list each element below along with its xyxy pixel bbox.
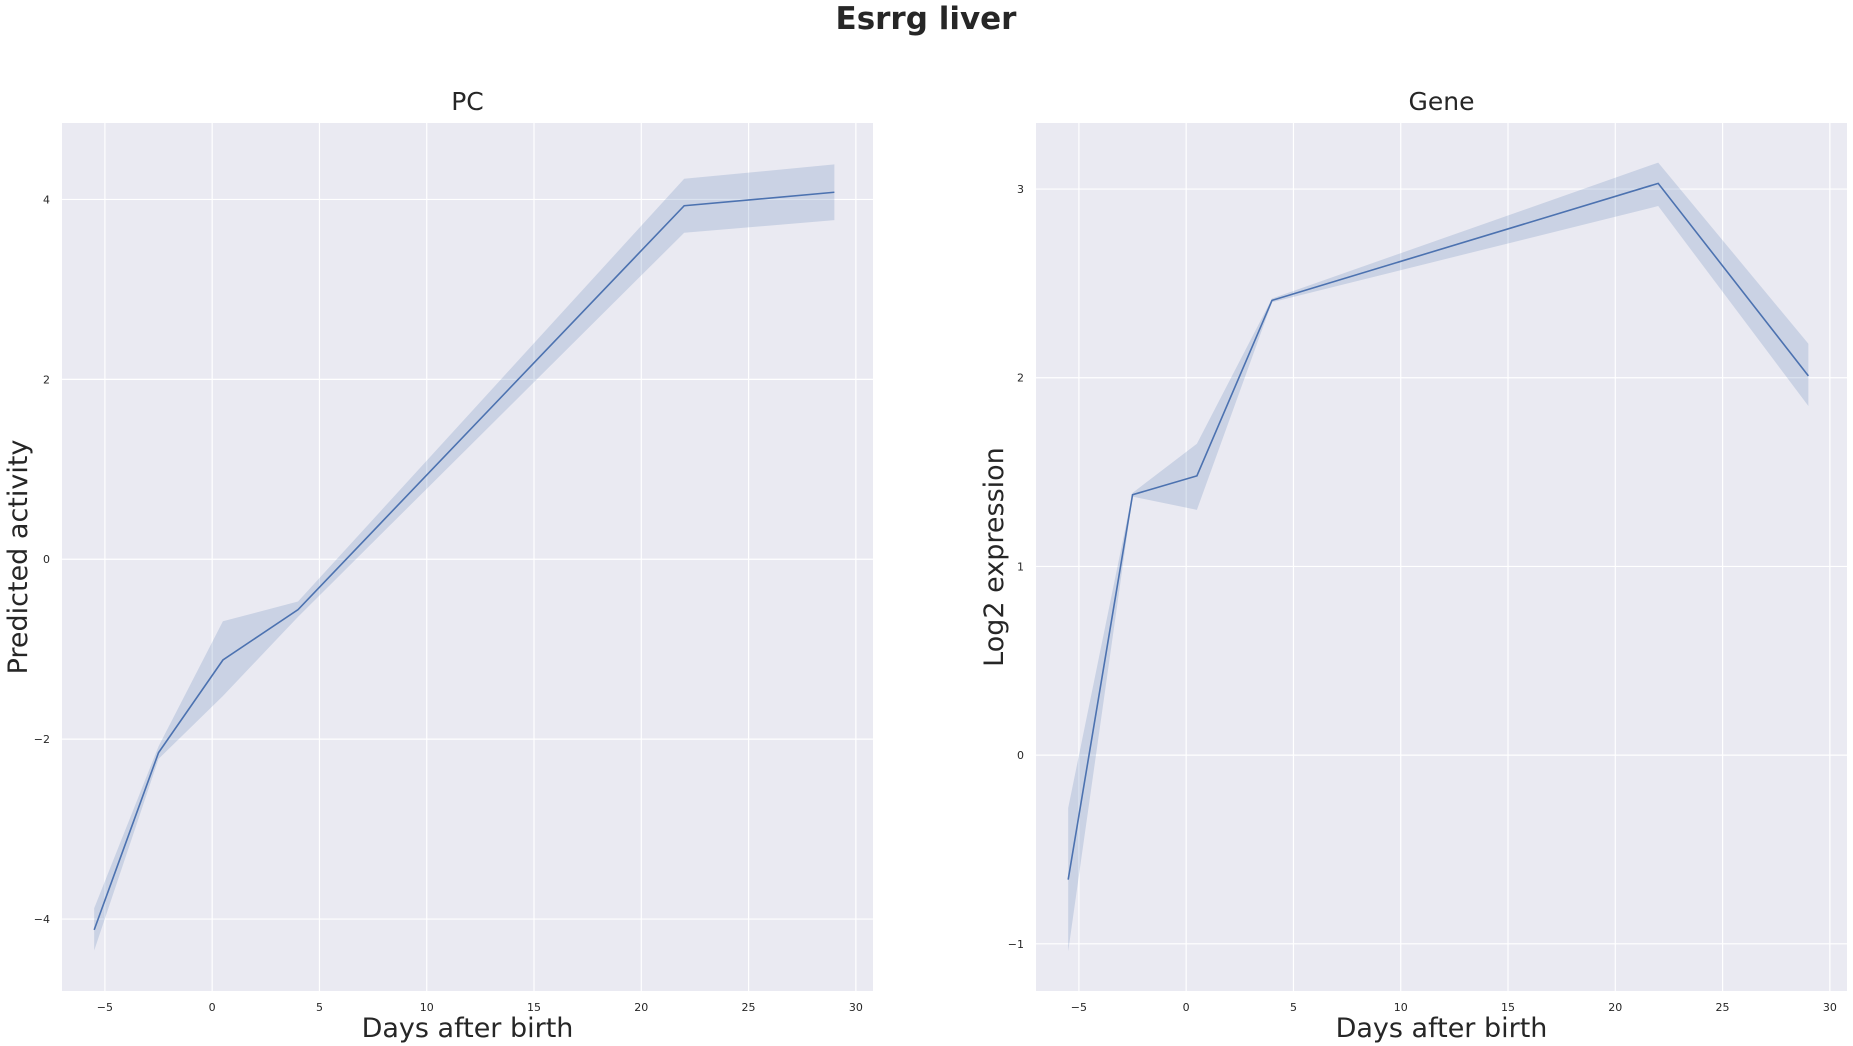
- y-tick-label: 0: [43, 553, 50, 566]
- y-tick-label: 0: [1017, 749, 1024, 762]
- data-point: [832, 190, 836, 194]
- x-tick-label: 10: [420, 1001, 434, 1014]
- y-tick-label: 2: [43, 373, 50, 386]
- data-point: [92, 928, 96, 932]
- figure-title: Esrrg liver: [836, 1, 1018, 37]
- chart-panel-gene: −5 0 5 10 15 20 25 30 −1 0 1 2 3 Gene Days after birth…: [979, 87, 1847, 1044]
- x-tick-label: 25: [742, 1001, 756, 1014]
- x-tick-label: 30: [849, 1001, 863, 1014]
- series-line: [1067, 182, 1810, 880]
- panel-title: Gene: [1409, 87, 1475, 116]
- x-tick-label: 0: [209, 1001, 216, 1014]
- y-tick-label: 3: [1017, 183, 1024, 196]
- x-axis-label: Days after birth: [362, 1013, 574, 1044]
- x-tick-label: 30: [1823, 1001, 1837, 1014]
- data-point: [1806, 374, 1810, 378]
- data-point: [1066, 878, 1070, 882]
- plot-area: [62, 123, 873, 991]
- chart-panel-pc: −5 0 5 10 15 20 25 30 −4 −2 0 2 4 PC Days after birth P…: [3, 87, 873, 1044]
- y-tick-label: −1: [1008, 938, 1024, 951]
- y-axis-label: Predicted activity: [3, 440, 34, 675]
- y-tick-label: −2: [34, 733, 50, 746]
- x-tick-label: 0: [1183, 1001, 1190, 1014]
- data-point: [682, 204, 686, 208]
- x-tick-label: −5: [97, 1001, 113, 1014]
- x-tick-label: 5: [1290, 1001, 1297, 1014]
- data-point: [1270, 298, 1274, 302]
- x-tick-label: −5: [1071, 1001, 1087, 1014]
- x-tick-label: 20: [634, 1001, 648, 1014]
- data-point: [1656, 181, 1660, 185]
- x-axis-label: Days after birth: [1336, 1013, 1548, 1044]
- x-tick-label: 15: [1501, 1001, 1515, 1014]
- y-tick-label: −4: [34, 913, 50, 926]
- data-point: [221, 658, 225, 662]
- data-point: [157, 751, 161, 755]
- y-tick-label: 4: [43, 193, 50, 206]
- plot-area: [1036, 123, 1847, 991]
- x-tick-label: 5: [316, 1001, 323, 1014]
- series-line: [93, 191, 835, 931]
- x-tick-label: 25: [1716, 1001, 1730, 1014]
- data-point: [1131, 493, 1135, 497]
- x-tick-label: 10: [1394, 1001, 1408, 1014]
- x-tick-label: 20: [1608, 1001, 1622, 1014]
- y-tick-label: 1: [1017, 560, 1024, 573]
- x-tick-label: 15: [527, 1001, 541, 1014]
- y-tick-label: 2: [1017, 372, 1024, 385]
- data-point: [1195, 474, 1199, 478]
- panel-title: PC: [451, 87, 484, 116]
- data-point: [296, 608, 300, 612]
- y-axis-label: Log2 expression: [979, 447, 1010, 667]
